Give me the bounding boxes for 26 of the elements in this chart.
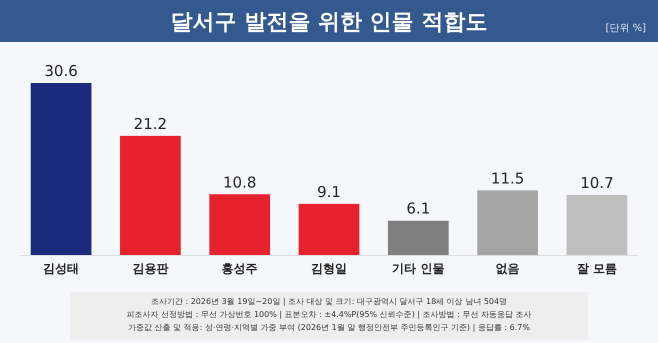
x-tick-label: 김형일 [311,262,347,276]
data-label: 30.6 [44,62,78,80]
x-tick-label: 잘 모름 [576,262,618,276]
text: 조사기간 : 2026년 3월 19일~20일 | 조사 대상 및 크기: 대구광역시 달서구 18세 이상 남녀 504명 [150,297,508,306]
x-tick-label: 기타 인물 [392,262,444,276]
data-label: 9.1 [317,182,341,201]
x-tick-label: 없음 [496,262,520,276]
bar [30,83,92,255]
bar [209,194,270,255]
data-label: 10.8 [222,173,256,192]
x-tick-label: 김성태 [43,262,80,276]
chart-title: 달서구 발전을 위한 인물 적합도 [170,10,488,35]
data-label: 6.1 [406,200,430,218]
bar [120,136,181,255]
data-label: 11.5 [490,169,524,188]
data-label: 21.2 [134,114,168,133]
data-label: 10.7 [580,174,614,192]
x-tick-label: 김용판 [132,262,168,276]
text: 가중값 산출 및 적용: 성·연령·지역별 가중 부여 (2026년 1월 말 행정안전부 주민등록인구 기준) | 응답률 : 6.7% [128,323,530,332]
chart-subtitle: [단위 %] [606,23,646,34]
bar [566,194,628,255]
x-tick-label: 홍성주 [222,262,258,276]
bar [477,190,538,255]
text: 피조사자 선정방법 : 무선 가상번호 100% | 표본오차 : ±4.4%P(95% 신뢰수준) | 조사방법 : 무선 자동응답 조사 [126,310,532,319]
bar [388,220,449,255]
bar [298,204,360,255]
